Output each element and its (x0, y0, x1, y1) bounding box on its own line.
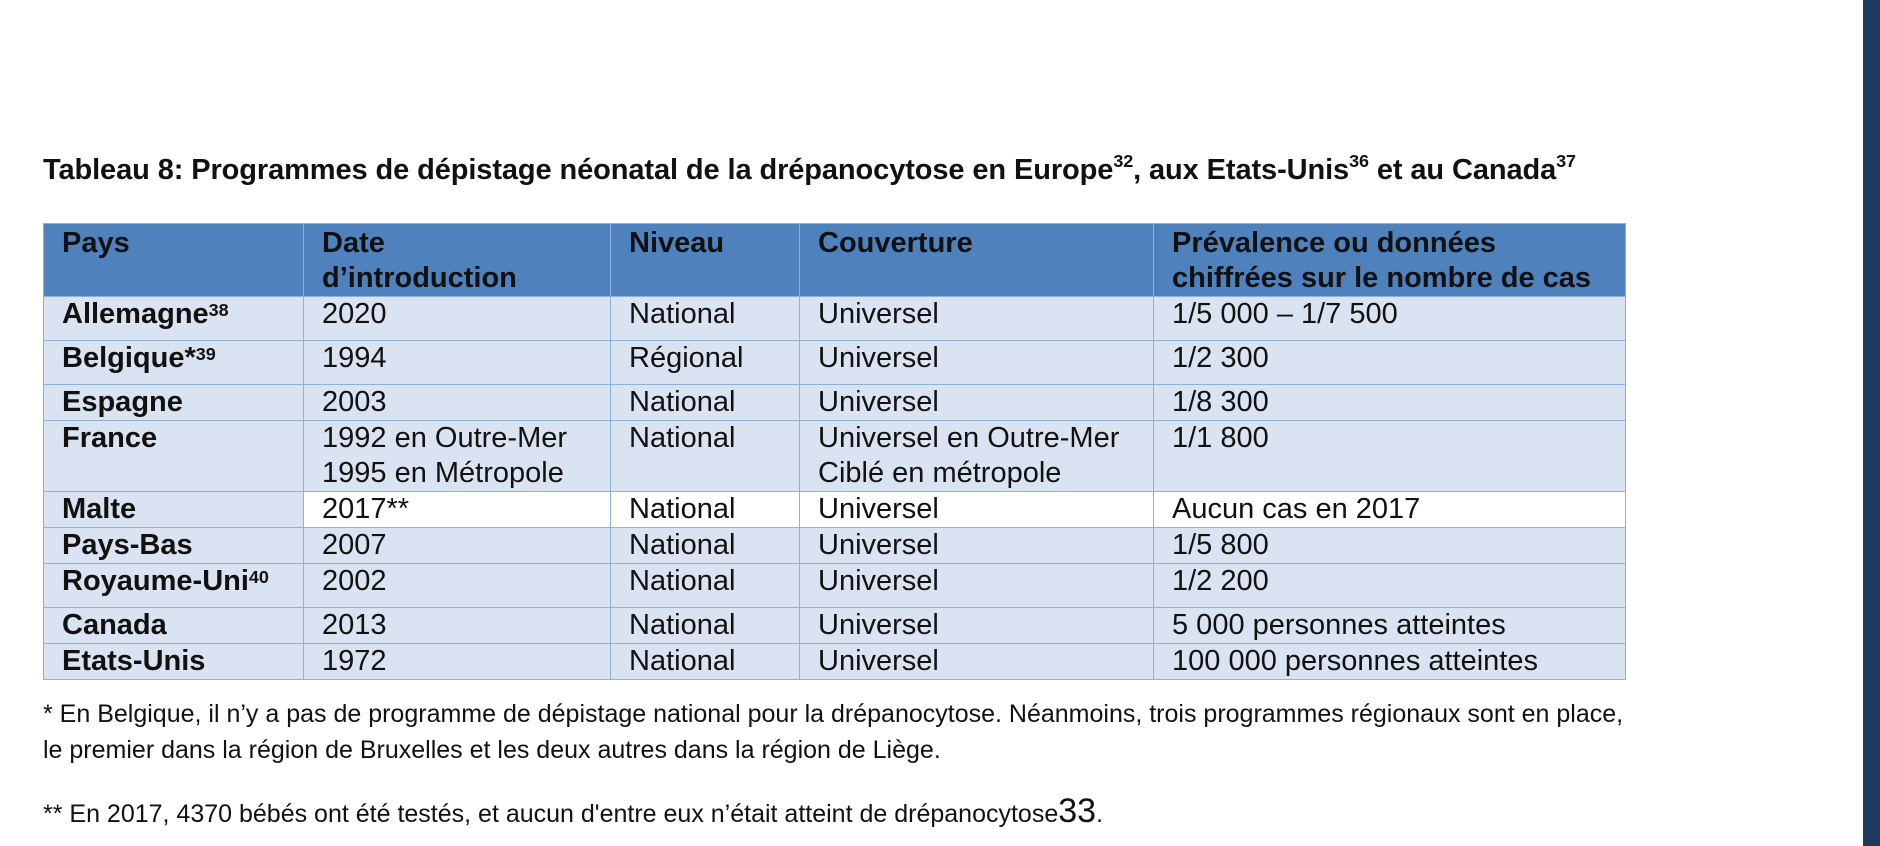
cell-couverture: Universel (799, 296, 1154, 341)
reference-number: 40 (248, 567, 269, 587)
caption-ref-europe: 32 (1113, 151, 1134, 171)
cell-pays: Allemagne38 (43, 296, 304, 341)
caption-ref-canada: 37 (1556, 151, 1576, 171)
cell-niveau: National (610, 643, 800, 680)
cell-prevalence: 1/5 800 (1153, 527, 1626, 564)
table-row: France 1992 en Outre-Mer 1995 en Métropole… (43, 420, 1626, 492)
cell-prevalence: 100 000 personnes atteintes (1153, 643, 1626, 680)
cell-date: 1972 (303, 643, 611, 680)
cell-prevalence: 5 000 personnes atteintes (1153, 607, 1626, 644)
column-header: Niveau (610, 223, 800, 297)
screening-programs-table: Pays Date d’introduction Niveau Couverture Pr… (43, 223, 1626, 680)
cell-couverture: Universel (799, 607, 1154, 644)
cell-niveau: National (610, 607, 800, 644)
table-row: Etats-Unis 1972 National Universel 100 000 p… (43, 643, 1626, 680)
cell-couverture: Universel (799, 340, 1154, 385)
cell-date: 2020 (303, 296, 611, 341)
footnote-malta: ** En 2017, 4370 bébés ont été testés, e… (43, 792, 1104, 830)
cell-niveau: National (610, 296, 800, 341)
cell-date: 1994 (303, 340, 611, 385)
cell-niveau: National (610, 420, 800, 492)
cell-date: 2002 (303, 563, 611, 608)
cell-pays: Malte (43, 491, 304, 528)
table-row: Allemagne38 2020 National Universel 1/5 000 … (43, 296, 1626, 341)
column-header: Couverture (799, 223, 1154, 297)
table-row: Malte 2017** National Universel Aucun cas en… (43, 491, 1626, 528)
cell-couverture: Universel (799, 491, 1154, 528)
cell-prevalence: 1/2 200 (1153, 563, 1626, 608)
footnote-ref: 33 (1058, 792, 1097, 830)
caption-ref-us: 36 (1349, 151, 1369, 171)
table-row: Belgique*39 1994 Régional Universel 1/2 300 (43, 340, 1626, 385)
column-header: Date d’introduction (303, 223, 611, 297)
footnote-belgium: * En Belgique, il n’y a pas de programme… (43, 700, 1624, 764)
cell-date: 2017** (303, 491, 611, 528)
column-header: Pays (43, 223, 304, 297)
table-caption: Tableau 8: Programmes de dépistage néona… (43, 151, 1576, 186)
cell-prevalence: 1/1 800 (1153, 420, 1626, 492)
cell-prevalence: Aucun cas en 2017 (1153, 491, 1626, 528)
column-header: Prévalence ou données chiffrées sur le no… (1153, 223, 1626, 297)
cell-date: 2013 (303, 607, 611, 644)
cell-couverture: Universel (799, 563, 1154, 608)
cell-niveau: National (610, 527, 800, 564)
cell-pays: Belgique*39 (43, 340, 304, 385)
window-edge-bar (1863, 0, 1880, 846)
cell-couverture: Universel (799, 384, 1154, 421)
cell-niveau: Régional (610, 340, 800, 385)
table-row: Canada 2013 National Universel 5 000 personn… (43, 607, 1626, 644)
cell-pays: France (43, 420, 304, 492)
cell-pays: Royaume-Uni40 (43, 563, 304, 608)
cell-couverture: Universel en Outre-Mer Ciblé en métropole (799, 420, 1154, 492)
cell-prevalence: 1/5 000 – 1/7 500 (1153, 296, 1626, 341)
table-row: Pays-Bas 2007 National Universel 1/5 800 (43, 527, 1626, 564)
table-row: Royaume-Uni40 2002 National Universel 1/2 20… (43, 563, 1626, 608)
reference-number: 38 (208, 300, 229, 320)
cell-niveau: National (610, 491, 800, 528)
table-row: Espagne 2003 National Universel 1/8 300 (43, 384, 1626, 421)
cell-date: 1992 en Outre-Mer 1995 en Métropole (303, 420, 611, 492)
reference-number: 39 (195, 344, 216, 364)
cell-prevalence: 1/8 300 (1153, 384, 1626, 421)
header-row: Pays Date d’introduction Niveau Couverture Pr… (43, 223, 1626, 297)
cell-pays: Pays-Bas (43, 527, 304, 564)
cell-date: 2007 (303, 527, 611, 564)
cell-couverture: Universel (799, 527, 1154, 564)
cell-date: 2003 (303, 384, 611, 421)
cell-pays: Espagne (43, 384, 304, 421)
cell-prevalence: 1/2 300 (1153, 340, 1626, 385)
cell-couverture: Universel (799, 643, 1154, 680)
cell-pays: Canada (43, 607, 304, 644)
cell-niveau: National (610, 563, 800, 608)
cell-pays: Etats-Unis (43, 643, 304, 680)
cell-niveau: National (610, 384, 800, 421)
